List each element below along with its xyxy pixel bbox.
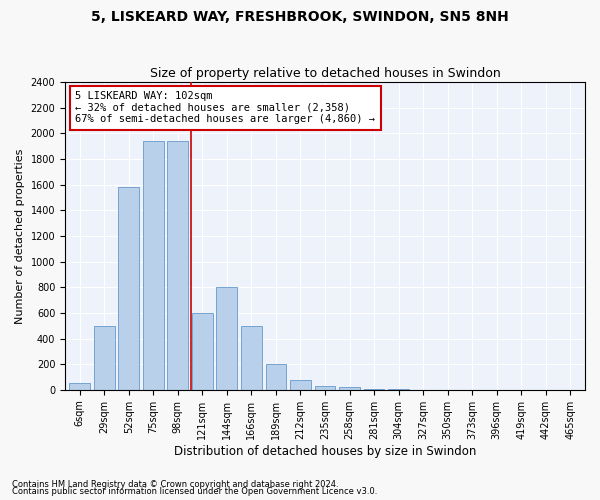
- Bar: [143, 141, 164, 390]
- Bar: [364, 388, 385, 390]
- Bar: [266, 364, 286, 390]
- Bar: [314, 386, 335, 390]
- Text: Contains public sector information licensed under the Open Government Licence v3: Contains public sector information licen…: [12, 487, 377, 496]
- Bar: [118, 187, 139, 390]
- Bar: [70, 384, 90, 390]
- Text: Contains HM Land Registry data © Crown copyright and database right 2024.: Contains HM Land Registry data © Crown c…: [12, 480, 338, 489]
- Bar: [167, 141, 188, 390]
- Bar: [192, 313, 213, 390]
- X-axis label: Distribution of detached houses by size in Swindon: Distribution of detached houses by size …: [174, 444, 476, 458]
- Bar: [94, 326, 115, 390]
- Bar: [241, 326, 262, 390]
- Bar: [388, 389, 409, 390]
- Text: 5, LISKEARD WAY, FRESHBROOK, SWINDON, SN5 8NH: 5, LISKEARD WAY, FRESHBROOK, SWINDON, SN…: [91, 10, 509, 24]
- Bar: [339, 388, 360, 390]
- Title: Size of property relative to detached houses in Swindon: Size of property relative to detached ho…: [149, 66, 500, 80]
- Bar: [290, 380, 311, 390]
- Text: 5 LISKEARD WAY: 102sqm
← 32% of detached houses are smaller (2,358)
67% of semi-: 5 LISKEARD WAY: 102sqm ← 32% of detached…: [76, 92, 376, 124]
- Bar: [217, 287, 238, 390]
- Y-axis label: Number of detached properties: Number of detached properties: [15, 148, 25, 324]
